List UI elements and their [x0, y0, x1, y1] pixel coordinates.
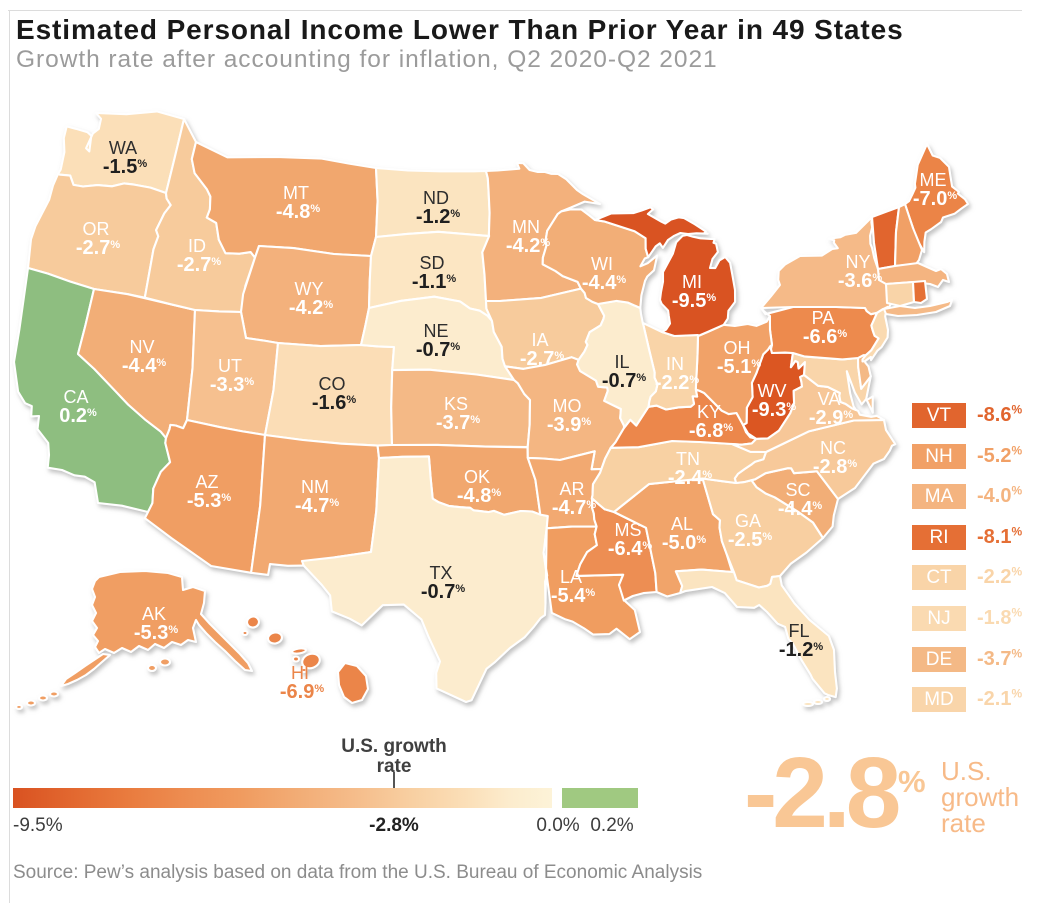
svg-text:-4.2%: -4.2%: [506, 235, 550, 257]
svg-text:GA: GA: [735, 511, 761, 531]
svg-text:-2.7%: -2.7%: [520, 348, 564, 370]
svg-text:WA: WA: [109, 138, 137, 158]
svg-text:OR: OR: [83, 219, 110, 239]
svg-text:-2.8%: -2.8%: [813, 456, 857, 478]
svg-text:IL: IL: [614, 352, 629, 372]
svg-text:MI: MI: [682, 272, 702, 292]
svg-text:-3.7%: -3.7%: [436, 412, 480, 434]
svg-text:-4.8%: -4.8%: [457, 485, 501, 507]
svg-text:HI: HI: [291, 663, 309, 683]
svg-text:-4.4%: -4.4%: [778, 498, 822, 520]
svg-text:-9.5%: -9.5%: [672, 290, 716, 312]
svg-text:MT: MT: [283, 183, 309, 203]
svg-text:OK: OK: [464, 467, 490, 487]
svg-text:-4.7%: -4.7%: [295, 495, 339, 517]
svg-text:ME: ME: [920, 170, 947, 190]
svg-text:-1.2%: -1.2%: [779, 639, 823, 661]
svg-text:NC: NC: [820, 438, 846, 458]
svg-text:AK: AK: [142, 604, 166, 624]
svg-text:VA: VA: [818, 389, 841, 409]
svg-text:NY: NY: [845, 252, 870, 272]
svg-text:-2.7%: -2.7%: [76, 237, 120, 259]
svg-text:-2.9%: -2.9%: [809, 407, 853, 429]
svg-text:TN: TN: [676, 449, 700, 469]
svg-text:NV: NV: [129, 337, 154, 357]
svg-text:AR: AR: [559, 479, 584, 499]
svg-text:-4.7%: -4.7%: [552, 497, 596, 519]
svg-text:-9.3%: -9.3%: [752, 399, 796, 421]
svg-text:NE: NE: [423, 321, 448, 341]
svg-text:-3.6%: -3.6%: [838, 270, 882, 292]
svg-text:-2.2%: -2.2%: [655, 372, 699, 394]
svg-text:-0.7%: -0.7%: [602, 370, 646, 392]
svg-text:AL: AL: [671, 514, 693, 534]
svg-text:IA: IA: [531, 330, 548, 350]
svg-text:AZ: AZ: [195, 472, 218, 492]
svg-text:-2.4%: -2.4%: [668, 467, 712, 489]
svg-text:SD: SD: [419, 253, 444, 273]
svg-text:NM: NM: [301, 477, 329, 497]
svg-text:KS: KS: [444, 394, 468, 414]
svg-text:-2.7%: -2.7%: [177, 254, 221, 276]
svg-text:MN: MN: [512, 217, 540, 237]
svg-text:-7.0%: -7.0%: [913, 188, 957, 210]
svg-text:-5.3%: -5.3%: [187, 490, 231, 512]
svg-text:WY: WY: [295, 279, 324, 299]
svg-text:-4.4%: -4.4%: [582, 272, 626, 294]
svg-text:PA: PA: [812, 308, 835, 328]
svg-text:-4.4%: -4.4%: [122, 355, 166, 377]
svg-text:-5.0%: -5.0%: [662, 532, 706, 554]
svg-text:LA: LA: [560, 567, 582, 587]
svg-text:-0.7%: -0.7%: [416, 339, 460, 361]
svg-text:KY: KY: [697, 402, 721, 422]
svg-text:WI: WI: [591, 254, 613, 274]
svg-text:-5.3%: -5.3%: [134, 622, 178, 644]
svg-text:IN: IN: [666, 354, 684, 374]
svg-text:-6.8%: -6.8%: [689, 420, 733, 442]
svg-text:WV: WV: [758, 381, 787, 401]
svg-text:-4.8%: -4.8%: [276, 201, 320, 223]
svg-text:TX: TX: [429, 563, 452, 583]
svg-text:-6.6%: -6.6%: [803, 326, 847, 348]
svg-text:-5.4%: -5.4%: [551, 585, 595, 607]
svg-text:FL: FL: [788, 621, 809, 641]
svg-text:-2.5%: -2.5%: [728, 529, 772, 551]
svg-text:-3.9%: -3.9%: [547, 414, 591, 436]
svg-text:OH: OH: [724, 338, 751, 358]
svg-text:-6.4%: -6.4%: [608, 538, 652, 560]
svg-text:MS: MS: [615, 520, 642, 540]
svg-text:SC: SC: [785, 480, 810, 500]
svg-text:-6.9%: -6.9%: [280, 681, 324, 703]
svg-text:UT: UT: [218, 356, 242, 376]
svg-text:-1.6%: -1.6%: [312, 392, 356, 414]
svg-text:-4.2%: -4.2%: [289, 297, 333, 319]
svg-text:CO: CO: [319, 374, 346, 394]
svg-text:-1.1%: -1.1%: [412, 271, 456, 293]
svg-text:-1.5%: -1.5%: [103, 156, 147, 178]
svg-text:CA: CA: [63, 387, 88, 407]
svg-text:-5.1%: -5.1%: [717, 356, 761, 378]
svg-text:ID: ID: [188, 236, 206, 256]
svg-text:-0.7%: -0.7%: [421, 581, 465, 603]
svg-text:ND: ND: [423, 188, 449, 208]
svg-text:-1.2%: -1.2%: [416, 206, 460, 228]
svg-text:-3.3%: -3.3%: [210, 374, 254, 396]
svg-text:MO: MO: [553, 396, 582, 416]
